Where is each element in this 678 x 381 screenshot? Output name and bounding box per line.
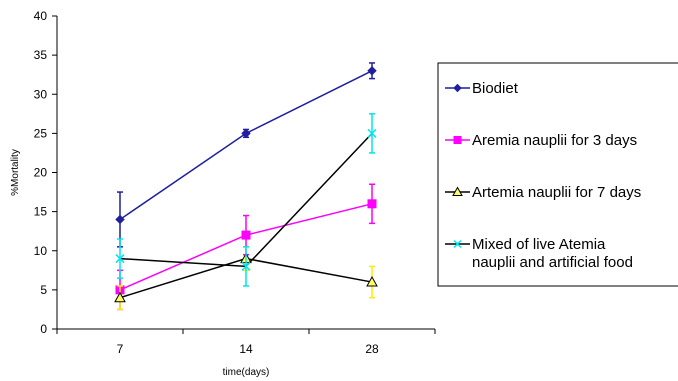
data-point — [366, 276, 378, 287]
legend-item: Biodiet — [445, 80, 519, 97]
legend-marker — [453, 83, 462, 93]
y-axis-title: %Mortality — [10, 149, 21, 196]
data-point — [241, 128, 251, 139]
series-layer — [114, 62, 378, 311]
legend-marker — [453, 136, 462, 144]
y-tick-label: 10 — [34, 244, 48, 258]
y-tick-label: 15 — [34, 205, 48, 219]
x-tick-label: 7 — [117, 342, 124, 356]
x-tick-label: 28 — [365, 342, 379, 356]
legend-label-line: Aremia nauplii for 3 days — [472, 132, 637, 149]
y-tick-label: 20 — [34, 166, 48, 180]
data-point — [241, 230, 251, 240]
legend-label: Aremia nauplii for 3 days — [472, 132, 637, 149]
legend-marker-stroke — [453, 239, 462, 249]
data-point-stroke — [241, 261, 251, 271]
series-4 — [115, 113, 377, 287]
data-point-stroke — [367, 128, 377, 138]
legend-item: Mixed of live Atemia nauplii and artifici… — [445, 236, 633, 271]
legend-label-line: Biodiet — [472, 80, 519, 97]
y-tick-label: 40 — [34, 9, 48, 23]
y-tick-label: 25 — [34, 126, 48, 140]
legend-label-line: nauplii and artificial food — [472, 254, 633, 271]
legend: Biodiet Aremia nauplii for 3 days Artemia … — [437, 62, 678, 287]
y-tick-label: 30 — [34, 87, 48, 101]
data-point — [241, 261, 251, 271]
legend-marker — [453, 239, 462, 249]
x-tick-label: 14 — [239, 342, 253, 356]
legend-label: Artemia nauplii for 7 days — [472, 184, 641, 201]
legend-label-line: Mixed of live Atemia — [472, 236, 606, 253]
legend-label: Mixed of live Atemia nauplii and artifici… — [472, 236, 633, 271]
x-axis-ticks: 7 14 28 — [56, 329, 436, 356]
y-axis-ticks: 0 5 10 15 20 25 30 35 40 — [34, 9, 57, 336]
legend-box — [437, 62, 678, 287]
legend-item: Artemia nauplii for 7 days — [445, 184, 641, 201]
legend-label: Biodiet — [472, 80, 519, 97]
y-tick-label: 35 — [34, 48, 48, 62]
data-point-stroke — [115, 254, 125, 264]
data-point — [367, 128, 377, 138]
y-tick-label: 5 — [40, 283, 47, 297]
y-tick-label: 0 — [40, 322, 47, 336]
legend-label-line: Artemia nauplii for 7 days — [472, 184, 641, 201]
data-point — [367, 199, 377, 209]
data-point — [367, 66, 377, 76]
data-point — [115, 214, 125, 225]
legend-marker — [452, 186, 463, 196]
x-axis-title: time(days) — [223, 367, 270, 378]
data-point — [115, 254, 125, 264]
series-line — [119, 70, 373, 221]
legend-item: Aremia nauplii for 3 days — [445, 132, 637, 149]
data-point — [114, 291, 126, 303]
